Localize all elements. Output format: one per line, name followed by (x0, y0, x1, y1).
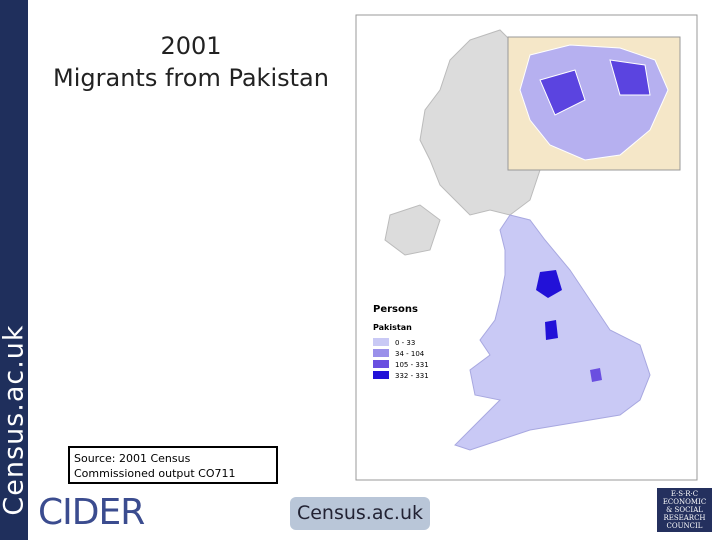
legend-swatch (373, 360, 389, 368)
cider-logo: CIDER (38, 492, 145, 533)
source-line: Source: 2001 Census (74, 452, 191, 465)
legend-label: 105 - 331 (395, 361, 429, 369)
esrc-line: COUNCIL (666, 522, 703, 530)
legend-title: Persons (373, 304, 418, 315)
legend-swatch (373, 371, 389, 379)
legend-label: 34 - 104 (395, 350, 425, 358)
legend-swatch (373, 338, 389, 346)
legend-label: 332 - 331 (395, 372, 429, 380)
legend-label: 0 - 33 (395, 339, 415, 347)
source-box: Source: 2001 Census Commissioned output … (68, 446, 278, 484)
legend: Persons Pakistan 0 - 33 34 - 104 105 - 331… (373, 304, 429, 380)
mid-area (590, 368, 602, 382)
sidebar: Census.ac.uk (0, 0, 30, 540)
census-logo-text: Census.ac.uk (296, 502, 424, 524)
esrc-logo: E·S·R·C ECONOMIC & SOCIAL RESEARCH COUNCIL (657, 488, 712, 532)
census-logo: Census.ac.uk (290, 497, 430, 530)
northern-ireland (384, 204, 441, 256)
source-line: Commissioned output CO711 (74, 467, 236, 480)
legend-subtitle: Pakistan (373, 323, 412, 332)
esrc-line: ECONOMIC (662, 498, 707, 506)
high-area (545, 320, 558, 340)
london-high (609, 59, 651, 96)
title-line: 2001 (160, 32, 222, 60)
esrc-line: E·S·R·C (670, 490, 699, 498)
title-line: Migrants from Pakistan (53, 64, 329, 92)
high-area (536, 270, 562, 298)
esrc-line: & SOCIAL (666, 506, 703, 514)
esrc-line: RESEARCH (663, 514, 706, 522)
legend-swatch (373, 349, 389, 357)
london-high (539, 69, 586, 116)
